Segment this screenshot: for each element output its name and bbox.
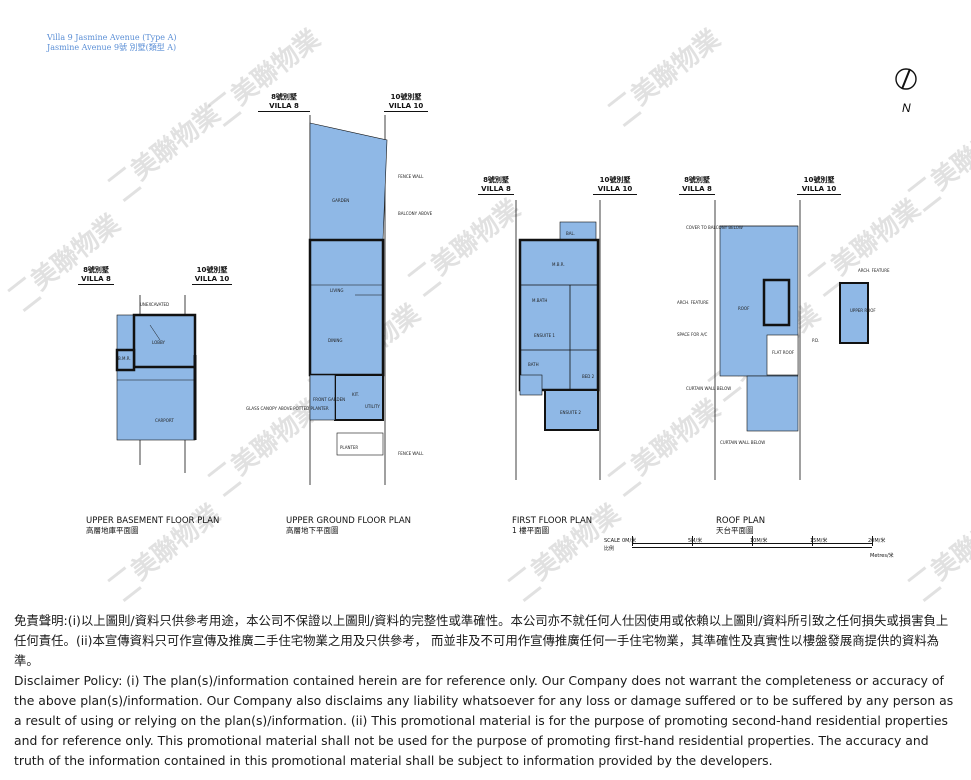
watermark: 美聯物業 [902,494,971,603]
first-floor-plan [515,200,601,480]
label-glass-canopy: GLASS CANOPY ABOVE POTTED PLANTER [246,406,329,411]
scale-tick-0: 0M/米 [622,538,637,544]
disclaimer: 免責聲明:(i)以上圖則/資料只供參考用途，本公司不保證以上圖則/資料的完整性或… [14,611,959,771]
label-balcony-above: BALCONY ABOVE [398,211,433,216]
label-front-garden: FRONT GARDEN [313,397,346,402]
upper-basement-plan [115,295,197,473]
label-flat-roof: FLAT ROOF [772,350,795,355]
plan-header: Villa 9 Jasmine Avenue (Type A) Jasmine … [47,33,176,53]
title-upper-basement: UPPER BASEMENT FLOOR PLAN 高層地庫平面圖 [86,516,220,535]
label-curtain-wall: CURTAIN WALL BELOW [686,386,732,391]
north-arrow-icon: N [895,68,917,115]
scale-tick-5: 5M/米 [688,538,703,544]
scale-label-cn: 比例 [604,546,615,552]
villa8-label: 8號別墅 VILLA 8 [478,176,514,195]
upper-ground-plan [308,115,388,485]
scale-tick-20: 20M/米 [868,538,886,544]
label-utility: UTILITY [365,404,380,409]
villa10-label: 10號別墅 VILLA 10 [192,266,232,285]
label-carport: CARPORT [155,418,174,423]
label-roof: ROOF [738,306,750,311]
watermark: 美聯物業 [602,19,726,128]
label-ensuite1: ENSUITE 1 [534,333,555,338]
watermark: 美聯物業 [902,104,971,213]
label-mbath: M.BATH [532,298,548,303]
label-space-for-ac: SPACE FOR A/C [677,332,708,337]
watermark: 美聯物業 [402,189,526,298]
scale-label-en: SCALE [604,538,621,544]
watermark: 美聯物業 [102,94,226,203]
scale-units: Metres/米 [870,553,894,559]
disclaimer-cn: 免責聲明:(i)以上圖則/資料只供參考用途，本公司不保證以上圖則/資料的完整性或… [14,613,949,668]
label-bed2: BED 2 [582,374,595,379]
label-arch-feature-2: ARCH. FEATURE [677,300,709,305]
scale-tick-10: 10M/米 [750,538,768,544]
label-curtain-wall-2: CURTAIN WALL BELOW [720,440,766,445]
label-pd: P.D. [812,338,820,343]
villa10-label: 10號別墅 VILLA 10 [593,176,637,195]
label-bal: BAL. [566,231,575,236]
title-upper-ground: UPPER GROUND FLOOR PLAN 高層地下平面圖 [286,516,412,535]
villa8-label: 8號別墅 VILLA 8 [679,176,715,195]
label-ensuite2: ENSUITE 2 [560,410,581,415]
label-lobby: LOBBY [152,340,165,345]
label-planter: PLANTER [340,445,359,450]
label-upper-roof: UPPER ROOF [850,308,876,313]
roof-plan [714,200,869,480]
label-fence-wall-2: FENCE WALL [398,451,424,456]
floor-plan-drawing: Villa 9 Jasmine Avenue (Type A) Jasmine … [2,19,971,603]
watermark: 美聯物業 [602,389,726,498]
label-cover-to-balcony: COVER TO BALCONY BELOW [686,225,743,230]
label-unexcavated: UNEXCAVATED [140,302,170,307]
label-living: LIVING [330,288,344,293]
villa8-label: 8號別墅 VILLA 8 [258,93,310,112]
watermark: 美聯物業 [2,204,126,313]
label-bmr: B.M.R. [118,356,131,361]
scale-bar: SCALE 比例 0M/米 5M/米 10M/米 15M/米 20M/米 Met… [604,536,904,568]
villa10-label: 10號別墅 VILLA 10 [384,93,428,112]
north-label: N [902,101,911,115]
label-dining: DINING [328,338,343,343]
villa10-label: 10號別墅 VILLA 10 [797,176,841,195]
label-kit: KIT. [352,392,360,397]
label-fence-wall: FENCE WALL [398,174,424,179]
label-garden: GARDEN [332,198,350,203]
villa8-label: 8號別墅 VILLA 8 [78,266,114,285]
label-arch-feature: ARCH. FEATURE [858,268,890,273]
scale-tick-15: 15M/米 [810,538,828,544]
watermark: 美聯物業 [102,494,226,603]
title-first-floor: FIRST FLOOR PLAN 1 樓平面圖 [512,516,593,535]
header-line-cn: Jasmine Avenue 9號 別墅(類型 A) [47,43,177,52]
label-bath: BATH [528,362,539,367]
title-roof: ROOF PLAN 天台平面圖 [716,516,766,535]
disclaimer-en: Disclaimer Policy: (i) The plan(s)/infor… [14,673,954,768]
label-mbr: M.B.R. [552,262,565,267]
header-line-en: Villa 9 Jasmine Avenue (Type A) [47,33,177,42]
